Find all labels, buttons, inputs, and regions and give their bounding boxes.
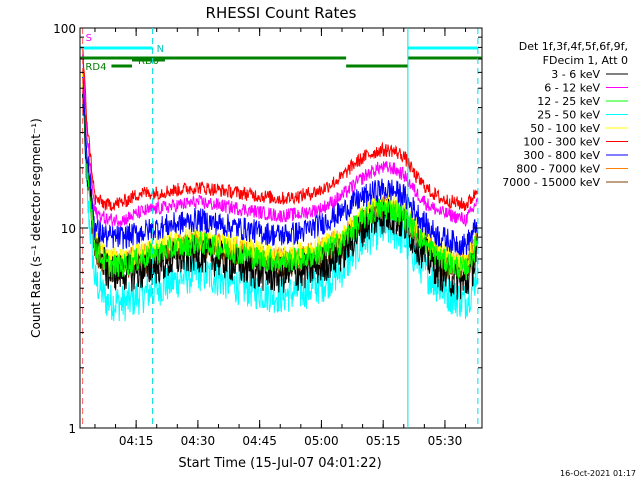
x-tick-label: 05:15 xyxy=(366,434,401,448)
y-tick-label: 10 xyxy=(61,222,76,236)
series-line-2 xyxy=(82,77,478,281)
y-axis-label: Count Rate (s⁻¹ detector segment⁻¹) xyxy=(29,118,43,338)
decimation-label: RD0 xyxy=(138,56,159,67)
series-line-1 xyxy=(82,54,478,228)
night-label: N xyxy=(157,44,164,55)
saa-label: S xyxy=(86,33,92,44)
legend-entry-label: 6 - 12 keV xyxy=(544,82,600,95)
x-tick-label: 05:30 xyxy=(428,434,463,448)
series-layer xyxy=(82,46,478,322)
legend-header-line-2: FDecim 1, Att 0 xyxy=(543,54,628,67)
series-line-6 xyxy=(82,76,478,256)
legend-entry-label: 25 - 50 keV xyxy=(537,109,600,122)
decimation-label: RD4 xyxy=(85,62,106,73)
legend-entry-label: 3 - 6 keV xyxy=(551,68,600,81)
legend-entry-label: 50 - 100 keV xyxy=(530,122,600,135)
x-tick-label: 04:45 xyxy=(242,434,277,448)
legend-entry-label: 7000 - 15000 keV xyxy=(502,176,600,189)
legend-entry-label: 300 - 800 keV xyxy=(523,149,600,162)
x-tick-label: 05:00 xyxy=(304,434,339,448)
axis-layer: 1 10 100 04:15 04:30 04:45 05:00 05:15 05:30 xyxy=(53,22,482,448)
x-axis-label: Start Time (15-Jul-07 04:01:22) xyxy=(178,456,381,471)
timestamp: 16-Oct-2021 01:17 xyxy=(560,469,636,478)
legend-entry-label: 800 - 7000 keV xyxy=(516,163,600,176)
x-tick-label: 04:15 xyxy=(119,434,154,448)
y-tick-label: 100 xyxy=(53,22,76,36)
legend-header-line-1: Det 1f,3f,4f,5f,6f,9f, xyxy=(519,40,628,53)
series-line-5 xyxy=(82,46,478,212)
legend-entry-label: 100 - 300 keV xyxy=(523,136,600,149)
y-tick-label: 1 xyxy=(68,422,76,436)
x-tick-label: 04:30 xyxy=(181,434,216,448)
legend-entry-label: 12 - 25 keV xyxy=(537,95,600,108)
overlay-layer: RD4 RD0 S N xyxy=(80,28,482,428)
chart-title: RHESSI Count Rates xyxy=(206,4,357,22)
